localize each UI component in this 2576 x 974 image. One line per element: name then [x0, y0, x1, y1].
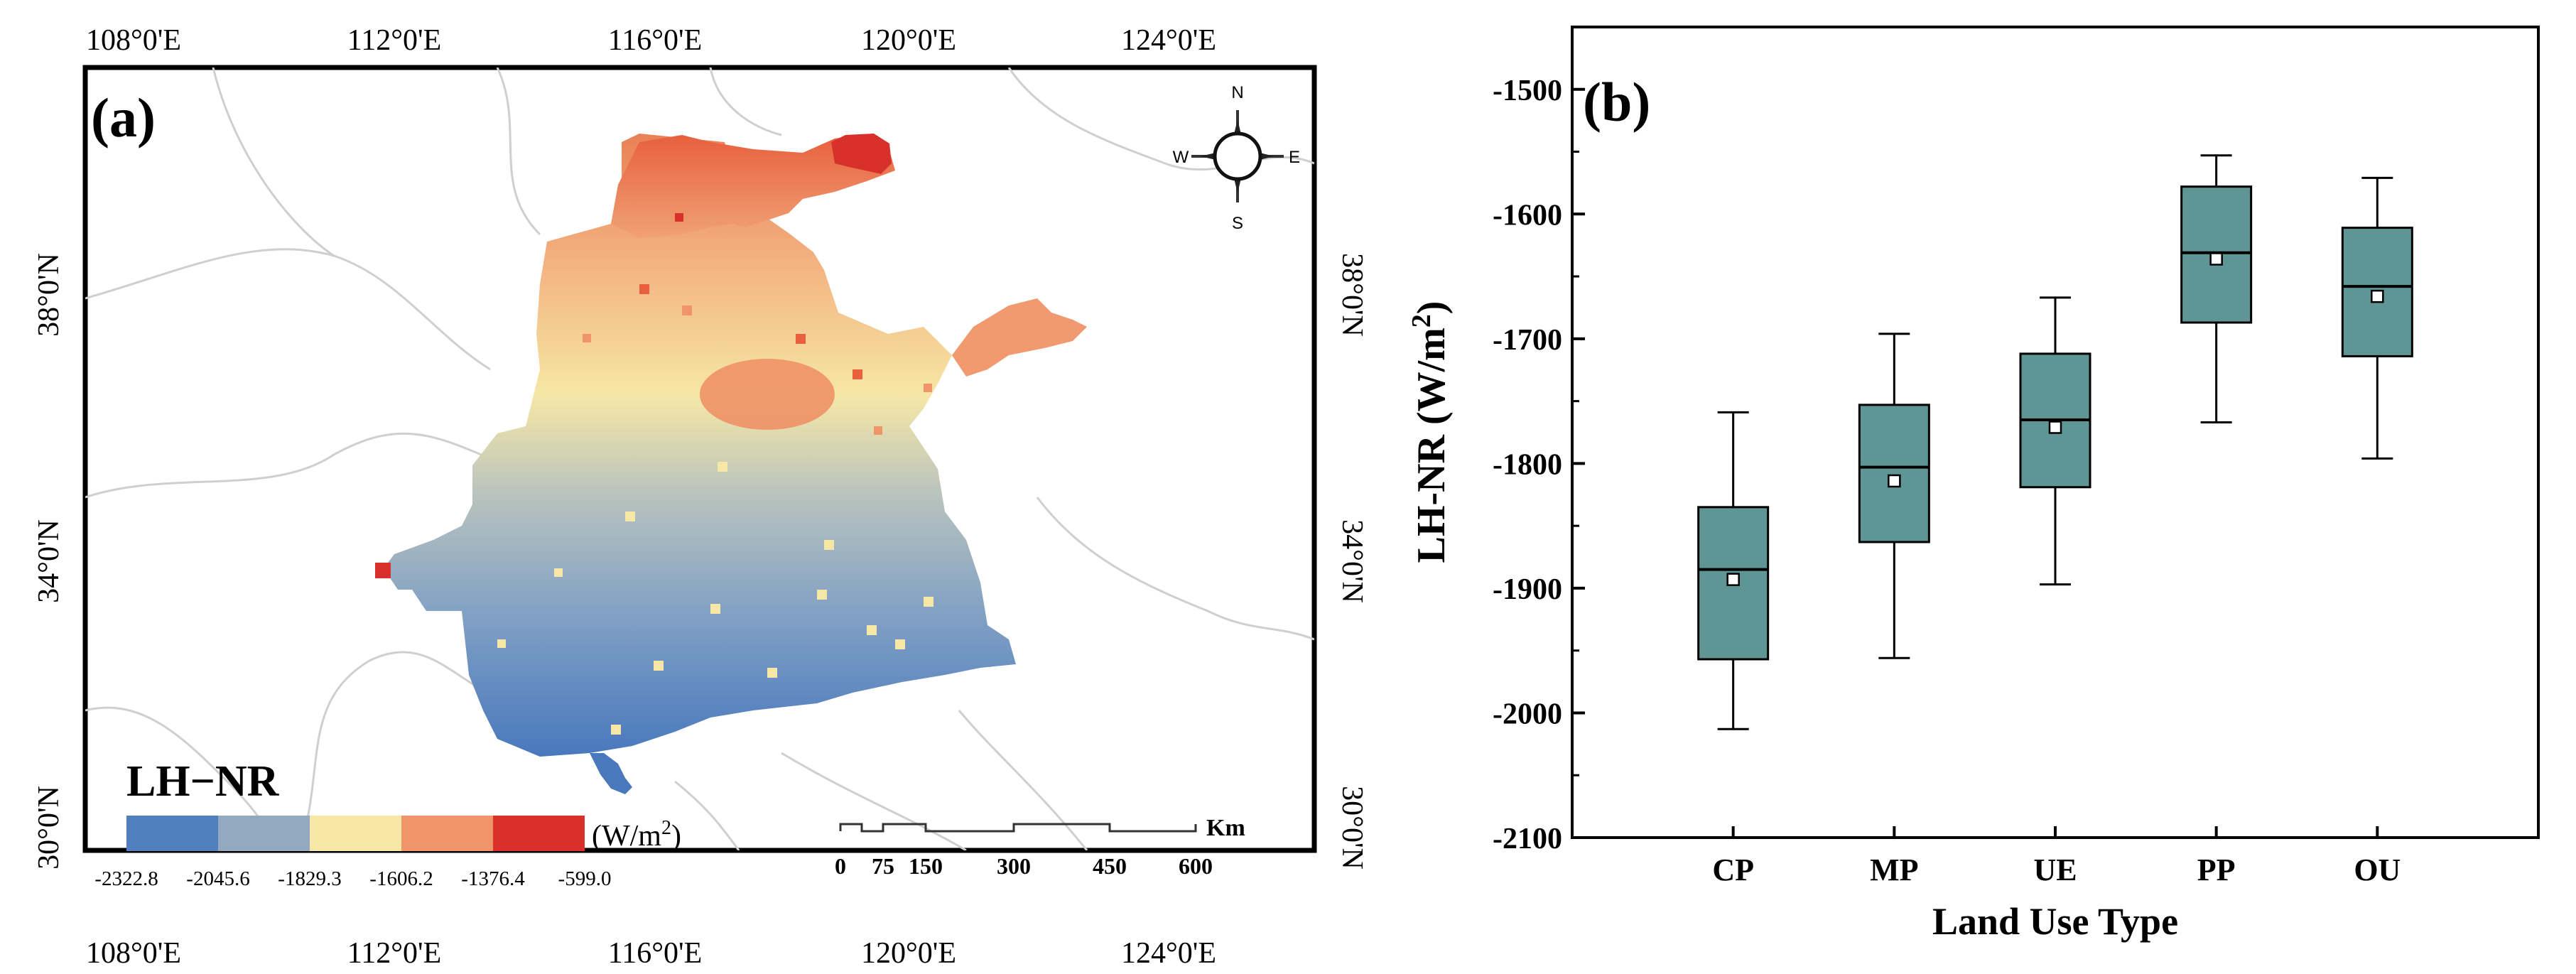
lon-label: 108°0'E	[86, 24, 181, 57]
lat-label: 38°0'N	[1336, 253, 1368, 337]
mean-marker	[2209, 252, 2223, 266]
panel-label-b: (b)	[1583, 71, 1650, 133]
lat-label: 30°0'N	[1336, 786, 1368, 870]
lon-labels-bottom: 108°0'E 112°0'E 116°0'E 120°0'E 124°0'E	[86, 937, 1216, 970]
panel-a-map: (a) N S E W LH−NR (W/m2) -2322.8 -2045.6-…	[33, 24, 1368, 970]
y-axis-title-main: LH-NR (W/m	[1409, 328, 1454, 563]
x-tick-label: UE	[2033, 853, 2077, 887]
y-tick-label: -1800	[1493, 448, 1562, 481]
legend-swatch-2	[310, 816, 401, 851]
legend-colorbar	[126, 816, 585, 851]
y-axis-title-close: )	[1409, 301, 1454, 315]
coastal-hotspot	[831, 134, 892, 174]
mean-marker	[2371, 289, 2384, 303]
peninsula-east	[952, 298, 1087, 377]
mean-marker	[1888, 474, 1901, 488]
legend-unit-sup: 2	[661, 817, 671, 839]
legend-unit-main: (W/m	[592, 820, 661, 853]
central-hotspot	[700, 359, 835, 430]
scale-tick-label: 450	[1093, 853, 1127, 879]
y-axis: -1500 -1600 -1700 -1800 -1900 -2000 -2100	[1493, 75, 1585, 855]
compass-rose: N S E W	[1173, 83, 1300, 233]
mean-marker	[1726, 573, 1740, 586]
scale-tick-label: 600	[1179, 853, 1213, 879]
x-axis-title: Land Use Type	[1932, 900, 2178, 943]
legend-value: -1829.3	[278, 867, 341, 890]
box-mp	[1858, 332, 1930, 659]
compass-center	[1213, 131, 1262, 181]
western-hotspot	[375, 563, 391, 578]
lat-label: 34°0'N	[33, 519, 65, 603]
x-axis: CP MP UE PP OU	[1712, 826, 2401, 887]
panel-b-boxplot: (b) -1500-1600-1700-1800-1900-2000-2100 …	[1407, 26, 2540, 943]
box-series	[1697, 154, 2413, 730]
lon-label: 116°0'E	[608, 937, 702, 970]
lon-labels-top: 108°0'E 112°0'E 116°0'E 120°0'E 124°0'E	[86, 24, 1216, 57]
legend-title: LH−NR	[126, 757, 280, 806]
legend-swatch-0	[126, 816, 218, 851]
compass-n: N	[1231, 83, 1243, 102]
compass-w: W	[1173, 148, 1189, 167]
scale-tick-label: 150	[909, 853, 943, 879]
legend-swatch-3	[401, 816, 493, 851]
southern-fringe	[590, 753, 632, 794]
scale-tick-label: 300	[997, 853, 1031, 879]
y-tick-label: -1700	[1493, 324, 1562, 357]
lon-label: 124°0'E	[1121, 24, 1216, 57]
compass-e: E	[1289, 148, 1300, 167]
box-ou	[2341, 176, 2413, 460]
lon-label: 120°0'E	[861, 24, 956, 57]
legend-value: -2045.6	[186, 867, 249, 890]
y-tick-label: -2000	[1493, 698, 1562, 730]
scale-bar	[839, 823, 1197, 833]
lat-labels-right: 38°0'N 34°0'N 30°0'N	[1336, 253, 1368, 870]
legend-value: -599.0	[558, 867, 612, 890]
y-tick-label: -1500	[1493, 75, 1562, 107]
scale-unit: Km	[1206, 815, 1245, 841]
box-ue	[2019, 296, 2091, 586]
mean-marker	[2048, 421, 2062, 434]
lat-label: 34°0'N	[1336, 519, 1368, 603]
legend-values: -2322.8 -2045.6 -1829.3 -1606.2 -1376.4 -599.…	[94, 867, 611, 890]
y-axis-title-sup: 2	[1407, 314, 1436, 328]
scatter-pixels	[497, 213, 933, 735]
legend-unit-close: )	[671, 820, 681, 853]
lat-label: 38°0'N	[33, 253, 65, 337]
lon-label: 120°0'E	[861, 937, 956, 970]
lon-label: 108°0'E	[86, 937, 181, 970]
lon-label: 124°0'E	[1121, 937, 1216, 970]
study-area-main	[384, 134, 1016, 757]
box-cp	[1697, 411, 1770, 730]
x-tick-label: OU	[2354, 853, 2401, 887]
province-boundaries	[85, 67, 1314, 850]
lon-label: 112°0'E	[347, 937, 441, 970]
study-area-north	[611, 135, 895, 238]
legend-swatch-1	[218, 816, 310, 851]
scale-tick-label: 75	[872, 853, 894, 879]
y-tick-label: -2100	[1493, 823, 1562, 855]
lon-label: 116°0'E	[608, 24, 702, 57]
compass-s: S	[1232, 214, 1243, 233]
legend-value: -1376.4	[461, 867, 525, 890]
lat-labels-left: 38°0'N 34°0'N 30°0'N	[33, 253, 65, 870]
box-pp	[2180, 154, 2253, 423]
x-tick-label: MP	[1870, 853, 1918, 887]
scale-tick-label: 0	[835, 853, 846, 879]
y-tick-label: -1600	[1493, 199, 1562, 232]
scale-ticks: 0 75 150 300 450 600	[835, 853, 1213, 879]
lat-label: 30°0'N	[33, 786, 65, 870]
y-tick-label: -1900	[1493, 573, 1562, 606]
x-tick-label: CP	[1712, 853, 1754, 887]
legend-swatch-4	[493, 816, 585, 851]
panel-label-a: (a)	[91, 87, 156, 148]
x-tick-label: PP	[2197, 853, 2236, 887]
legend-value: -1606.2	[369, 867, 433, 890]
lon-label: 112°0'E	[347, 24, 441, 57]
legend-unit: (W/m2)	[592, 817, 681, 853]
y-axis-title: LH-NR (W/m2)	[1407, 301, 1454, 563]
legend-value: -2322.8	[94, 867, 158, 890]
iqr-box	[1858, 404, 1930, 543]
